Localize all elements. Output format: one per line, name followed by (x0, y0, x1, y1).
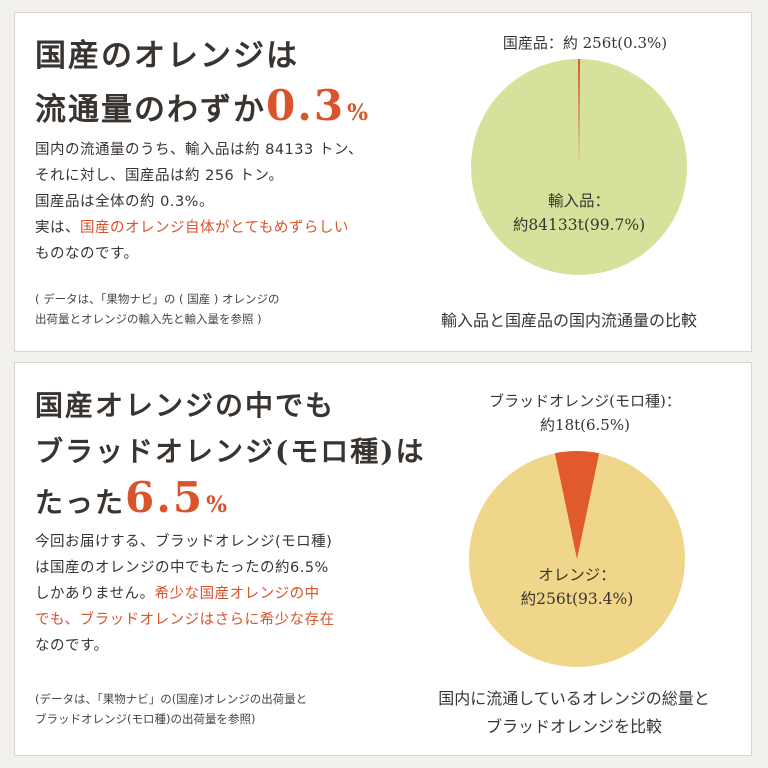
pie2-caption: 国内に流通しているオレンジの総量と ブラッドオレンジを比較 (399, 685, 749, 741)
pie1-label-imports: 輸入品： 約84133t(99.7%) (469, 189, 689, 237)
panel2-body-highlight-line: でも、ブラッドオレンジはさらに希少な存在 (35, 612, 335, 628)
panel1-title: 国産のオレンジは 流通量のわずか0.3% (35, 31, 370, 138)
panel2-highlight-percent: 6.5% (125, 475, 229, 521)
panel1-note-line: ( データは、「果物ナビ」の ( 国産 ) オレンジの (35, 292, 280, 306)
panel1-body-line: 国産品は全体の約 0.3%。 (35, 194, 214, 210)
pie1-label-domestic: 国産品：約 256t(0.3%) (502, 34, 668, 52)
panel2-note-line: (データは、「果物ナビ」の(国産)オレンジの出荷量と (35, 692, 308, 706)
pie-chart-imports (471, 59, 687, 275)
panel1-body-highlight: 国産のオレンジ自体がとてもめずらしい (80, 220, 349, 236)
pie2-label-top-line1: ブラッドオレンジ(モロ種)： (489, 392, 681, 410)
pie-chart-blood-orange (469, 451, 685, 667)
panel2-title-line2: ブラッドオレンジ(モロ種)は (35, 435, 426, 468)
pie2-caption-line1: 国内に流通しているオレンジの総量と (438, 689, 710, 708)
panel1-body-line: ものなのです。 (35, 246, 139, 262)
panel2-body-line: 今回お届けする、ブラッドオレンジ(モロ種) (35, 534, 333, 550)
panel1-highlight-number: 0.3 (266, 81, 346, 130)
panel2-body-line3-prefix: しかありません。 (35, 586, 155, 602)
panel1-highlight-percent: 0.3% (266, 81, 370, 130)
panel1-body-line4-prefix: 実は、 (35, 220, 80, 236)
panel2-body-highlight: 希少な国産オレンジの中 (154, 586, 320, 602)
panel1-body-line: それに対し、国産品は約 256 トン。 (35, 168, 284, 184)
panel2-title-line3: たった6.5% (35, 475, 426, 528)
panel2-body-line: なのです。 (35, 638, 109, 654)
panel1-body-line: 実は、国産のオレンジ自体がとてもめずらしい (35, 215, 363, 241)
panel1-body-line: 国内の流通量のうち、輸入品は約 84133 トン、 (35, 142, 363, 158)
panel2-source-note: (データは、「果物ナビ」の(国産)オレンジの出荷量と ブラッドオレンジ(モロ種)… (35, 689, 307, 729)
panel2-title: 国産オレンジの中でも ブラッドオレンジ(モロ種)は たった6.5% (35, 383, 426, 528)
panel2-title-line3-text: たった (35, 486, 126, 519)
pie2-label-orange-line1: オレンジ： (538, 566, 616, 584)
pie2-label-blood-orange: ブラッドオレンジ(モロ種)： 約18t(6.5%) (445, 389, 725, 437)
panel1-title-line1: 国産のオレンジは (35, 38, 299, 74)
pie1-slice-domestic (577, 59, 581, 168)
pie1-label-imports-line2: 約84133t(99.7%) (512, 216, 646, 234)
pie2-label-top-line2: 約18t(6.5%) (540, 416, 630, 434)
panel1-title-line2: 流通量のわずか0.3% (35, 81, 370, 138)
panel2-body-line: しかありません。希少な国産オレンジの中 (35, 581, 335, 607)
panel1-highlight-unit: % (347, 100, 370, 126)
panel2-body-text: 今回お届けする、ブラッドオレンジ(モロ種) は国産のオレンジの中でもたったの約6… (35, 529, 335, 659)
panel1-body-text: 国内の流通量のうち、輸入品は約 84133 トン、 それに対し、国産品は約 25… (35, 137, 363, 267)
comparison-panel-blood-orange: 国産オレンジの中でも ブラッドオレンジ(モロ種)は たった6.5% 今回お届けす… (14, 362, 752, 756)
pie2-label-orange: オレンジ： 約256t(93.4%) (467, 563, 687, 611)
pie2-caption-line2: ブラッドオレンジを比較 (485, 717, 662, 736)
pie2-slice-blood-orange (554, 451, 600, 559)
panel2-highlight-unit: % (206, 492, 229, 518)
pie2-label-orange-line2: 約256t(93.4%) (520, 590, 634, 608)
panel1-title-line2-text: 流通量のわずか (35, 92, 266, 128)
panel1-note-line: 出荷量とオレンジの輸入先と輸入量を参照 ) (35, 312, 262, 326)
panel1-source-note: ( データは、「果物ナビ」の ( 国産 ) オレンジの 出荷量とオレンジの輸入先… (35, 289, 280, 329)
panel2-note-line: ブラッドオレンジ(モロ種)の出荷量を参照) (35, 712, 256, 726)
panel2-highlight-number: 6.5 (125, 473, 205, 522)
panel2-title-line1: 国産オレンジの中でも (35, 389, 336, 422)
pie1-caption: 輸入品と国産品の国内流通量の比較 (440, 311, 697, 330)
panel2-body-line: は国産のオレンジの中でもたったの約6.5% (35, 560, 329, 576)
comparison-panel-imports: 国産のオレンジは 流通量のわずか0.3% 国内の流通量のうち、輸入品は約 841… (14, 12, 752, 352)
pie1-label-imports-line1: 輸入品： (547, 192, 610, 210)
